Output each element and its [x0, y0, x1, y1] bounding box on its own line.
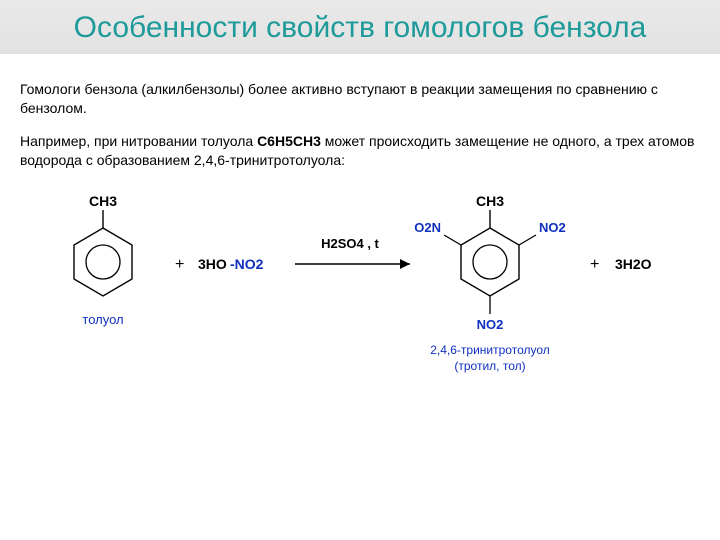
para2-a: Например, при нитровании толуола — [20, 133, 257, 149]
reagent-no2: -NO2 — [230, 256, 264, 272]
left-benzene-circle — [86, 245, 120, 279]
body: Гомологи бензола (алкилбензолы) более ак… — [0, 54, 720, 404]
right-name-line2: (тротил, тол) — [454, 359, 525, 373]
right-ch3: CH3 — [476, 193, 504, 209]
right-benzene-circle — [473, 245, 507, 279]
para2-formula: C6H5CH3 — [257, 133, 321, 149]
right-benzene-hexagon — [461, 228, 519, 296]
reaction-scheme: CH3 толуол + 3HO -NO2 H2SO4 , t CH3 — [20, 184, 700, 404]
paragraph-2: Например, при нитровании толуола C6H5CH3… — [20, 132, 700, 170]
plus-2: + — [590, 256, 599, 273]
right-name-line1: 2,4,6-тринитротолуол — [430, 343, 550, 357]
prod2: 3H2O — [615, 256, 652, 272]
slide-title: Особенности свойств гомологов бензола — [0, 10, 720, 46]
reaction-svg: CH3 толуол + 3HO -NO2 H2SO4 , t CH3 — [20, 184, 700, 404]
paragraph-1: Гомологи бензола (алкилбензолы) более ак… — [20, 80, 700, 118]
left-name: толуол — [82, 312, 123, 327]
left-benzene-hexagon — [74, 228, 132, 296]
slide: Особенности свойств гомологов бензола Го… — [0, 0, 720, 540]
title-band: Особенности свойств гомологов бензола — [0, 0, 720, 54]
no2-left: O2N — [414, 220, 441, 235]
conditions: H2SO4 , t — [321, 236, 379, 251]
left-ch3: CH3 — [89, 193, 117, 209]
no2-bottom: NO2 — [477, 317, 504, 332]
no2-right: NO2 — [539, 220, 566, 235]
reaction-arrow-head — [400, 259, 410, 269]
plus-1: + — [175, 256, 184, 273]
reagent-coeff: 3HO — [198, 256, 227, 272]
